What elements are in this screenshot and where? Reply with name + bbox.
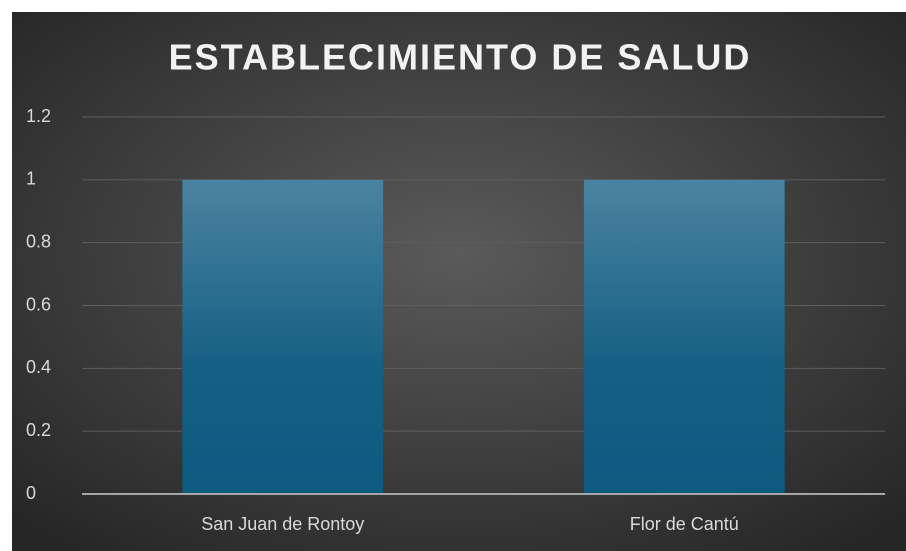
bar-sheen	[583, 179, 785, 495]
y-tick-label: 0.6	[26, 294, 51, 314]
y-tick-label: 0	[26, 483, 36, 503]
bar-sheen	[182, 179, 384, 495]
x-tick-label: San Juan de Rontoy	[201, 514, 364, 534]
y-tick-label: 0.4	[26, 357, 51, 377]
y-tick-label: 0.2	[26, 420, 51, 440]
chart-title: ESTABLECIMIENTO DE SALUD	[169, 37, 752, 78]
y-tick-label: 0.8	[26, 231, 51, 251]
x-tick-label: Flor de Cantú	[630, 514, 739, 534]
y-tick-label: 1.2	[26, 106, 51, 126]
y-tick-label: 1	[26, 169, 36, 189]
